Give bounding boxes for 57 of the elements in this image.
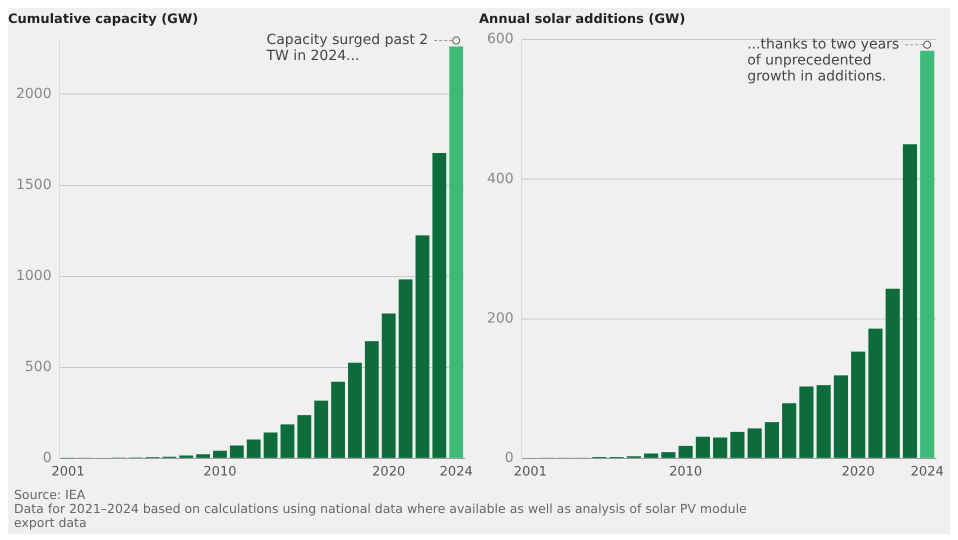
bar	[230, 445, 244, 458]
bar	[246, 439, 261, 458]
annotation: ...thanks to two years of unprecedented growth in additions.	[747, 36, 900, 84]
chart-title: Cumulative capacity (GW)	[8, 12, 198, 28]
bar	[816, 385, 831, 458]
bar	[364, 341, 379, 458]
y-tick-label: 1000	[16, 268, 52, 284]
bar	[398, 279, 412, 458]
bar	[348, 362, 362, 458]
bar	[902, 144, 918, 458]
bar	[661, 452, 676, 458]
x-tick-label: 2001	[52, 464, 85, 480]
chart-title: Annual solar additions (GW)	[479, 12, 686, 28]
source-note: Source: IEA	[14, 487, 86, 502]
y-tick-label: 2000	[16, 86, 52, 102]
bar	[886, 288, 900, 458]
y-tick-label: 0	[504, 450, 514, 466]
x-tick-label: 2024	[440, 464, 473, 480]
x-tick-label: 2010	[203, 464, 236, 480]
y-tick-label: 1500	[16, 176, 52, 193]
bar	[851, 352, 866, 458]
bar	[331, 382, 345, 458]
x-tick-label: 2010	[669, 464, 702, 480]
bar	[696, 436, 710, 458]
bar	[713, 437, 728, 458]
bar	[834, 375, 848, 458]
bar	[416, 235, 430, 458]
bar	[264, 432, 278, 458]
y-tick-label: 400	[486, 170, 514, 187]
bar	[297, 415, 312, 458]
bar	[280, 424, 294, 458]
bar	[678, 446, 693, 458]
bar	[196, 454, 210, 458]
annotation: Capacity surged past 2 TW in 2024...	[265, 32, 428, 64]
x-tick-label: 2024	[910, 464, 944, 480]
bar	[644, 454, 658, 458]
bar	[314, 400, 328, 458]
bar	[782, 403, 796, 458]
y-tick-label: 600	[486, 31, 514, 48]
x-tick-label: 2001	[514, 464, 547, 480]
bar	[748, 428, 762, 458]
bar	[179, 455, 194, 458]
bar	[730, 432, 744, 458]
bar	[382, 313, 396, 458]
y-tick-label: 500	[24, 358, 52, 375]
bar	[432, 153, 446, 458]
bar	[799, 386, 814, 458]
x-tick-label: 2020	[842, 464, 875, 480]
bar	[920, 50, 934, 458]
bar	[764, 422, 779, 458]
bar	[213, 450, 227, 458]
y-tick-label: 200	[486, 310, 514, 326]
x-tick-label: 2020	[372, 464, 406, 480]
bar	[449, 46, 464, 458]
bar	[868, 328, 883, 458]
y-tick-label: 0	[42, 450, 52, 466]
text: Data for 2021–2024 based on calculations using national data where available as well as analysis of solar PV module export data	[14, 501, 748, 530]
